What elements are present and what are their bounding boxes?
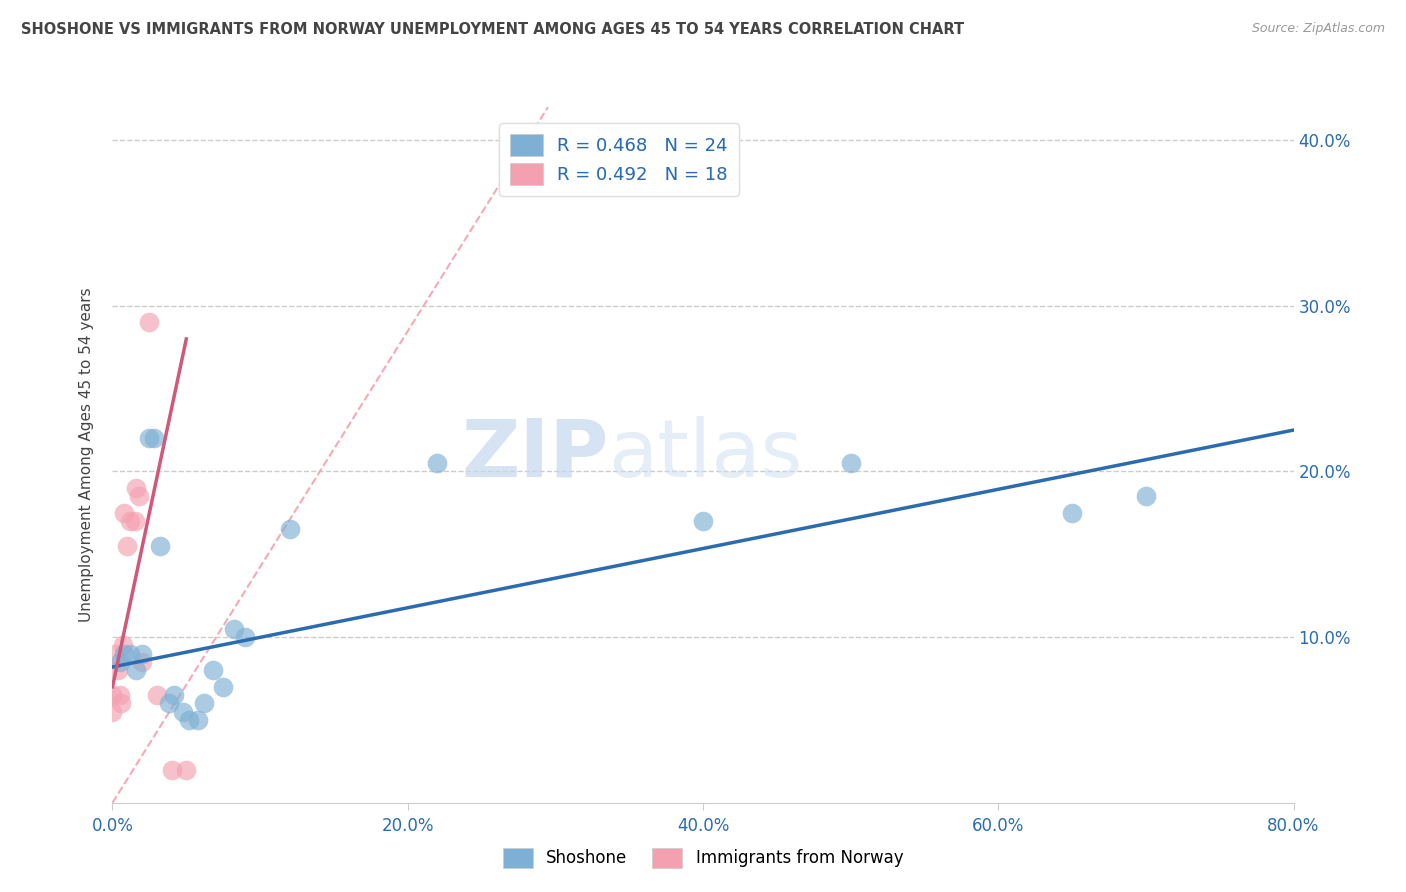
Point [101, 705, 124, 719]
Point [1135, 489, 1157, 503]
Y-axis label: Unemployment Among Ages 45 to 54 years: Unemployment Among Ages 45 to 54 years [79, 287, 94, 623]
Point [120, 514, 142, 528]
Point [120, 647, 142, 661]
Legend: Shoshone, Immigrants from Norway: Shoshone, Immigrants from Norway [496, 841, 910, 875]
Text: ZIP: ZIP [461, 416, 609, 494]
Point [112, 647, 135, 661]
Point [124, 514, 146, 528]
Text: atlas: atlas [609, 416, 803, 494]
Point [222, 622, 245, 636]
Point [1062, 506, 1084, 520]
Point [117, 539, 138, 553]
Point [146, 688, 169, 702]
Point [112, 506, 135, 520]
Point [233, 630, 256, 644]
Point [187, 713, 209, 727]
Point [157, 697, 180, 711]
Point [174, 763, 197, 777]
Point [131, 655, 153, 669]
Point [172, 705, 194, 719]
Point [179, 713, 201, 727]
Point [108, 655, 131, 669]
Point [111, 639, 134, 653]
Point [110, 697, 132, 711]
Point [131, 647, 153, 661]
Point [426, 456, 449, 470]
Point [193, 697, 215, 711]
Point [125, 663, 148, 677]
Point [128, 489, 150, 503]
Point [149, 539, 172, 553]
Point [692, 514, 714, 528]
Point [108, 688, 131, 702]
Point [107, 663, 129, 677]
Point [278, 523, 301, 537]
Point [138, 431, 160, 445]
Point [160, 763, 183, 777]
Point [101, 688, 124, 702]
Text: Source: ZipAtlas.com: Source: ZipAtlas.com [1251, 22, 1385, 36]
Point [201, 663, 224, 677]
Point [104, 647, 127, 661]
Point [125, 481, 148, 495]
Legend: R = 0.468   N = 24, R = 0.492   N = 18: R = 0.468 N = 24, R = 0.492 N = 18 [499, 123, 738, 196]
Point [142, 431, 165, 445]
Point [163, 688, 186, 702]
Point [839, 456, 862, 470]
Point [212, 680, 235, 694]
Text: SHOSHONE VS IMMIGRANTS FROM NORWAY UNEMPLOYMENT AMONG AGES 45 TO 54 YEARS CORREL: SHOSHONE VS IMMIGRANTS FROM NORWAY UNEMP… [21, 22, 965, 37]
Point [138, 315, 160, 329]
